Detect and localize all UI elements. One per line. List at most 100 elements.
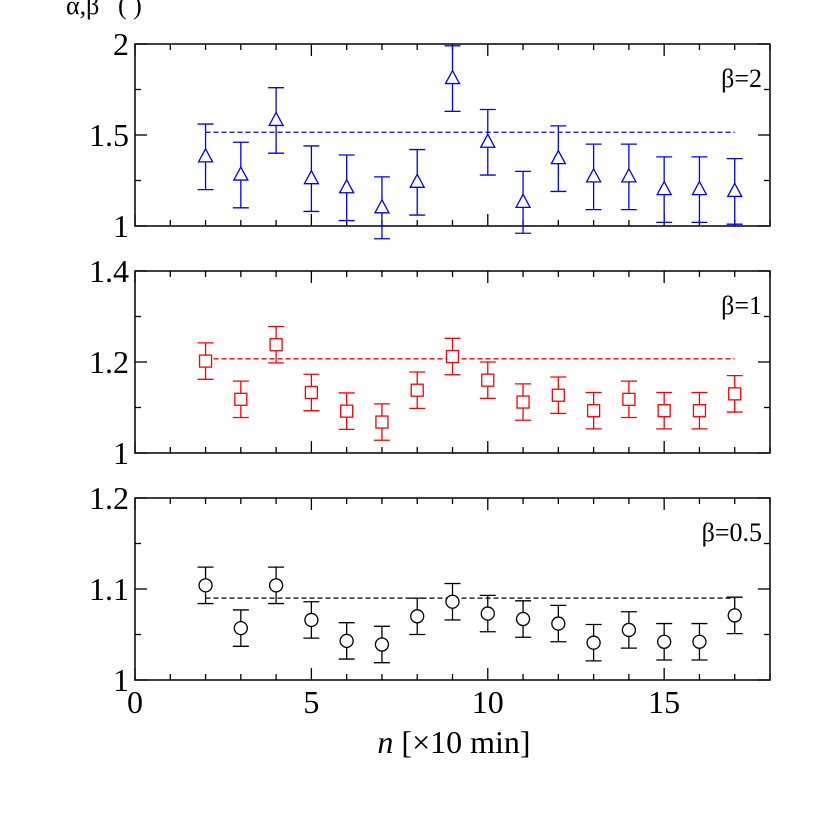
triangle-marker [373, 198, 391, 214]
x-tick-label: 15 [648, 684, 680, 720]
data-point [585, 143, 602, 211]
circle-marker [198, 578, 213, 593]
y-tick-label: 1.1 [89, 571, 129, 607]
y-tick-label: 1 [113, 208, 129, 244]
data-point [268, 87, 285, 154]
square-marker [516, 395, 530, 409]
data-point [303, 601, 320, 639]
square-marker [375, 415, 389, 429]
triangle-marker [444, 69, 461, 85]
data-point [515, 600, 532, 638]
square-marker [657, 404, 671, 418]
data-point [303, 373, 320, 412]
circle-marker [410, 609, 425, 624]
data-point [268, 325, 285, 364]
square-marker [551, 388, 565, 402]
data-point [409, 597, 426, 636]
data-point [620, 143, 637, 211]
triangle-marker [232, 165, 249, 181]
square-marker [445, 349, 460, 364]
square-marker [234, 392, 248, 406]
square-marker [340, 404, 354, 418]
panel-beta-0-5: 1 1.1 1.2 β=0.5 [89, 480, 771, 698]
data-point [726, 374, 743, 413]
data-point [620, 611, 637, 649]
y-tick-label: 1.4 [89, 253, 129, 289]
triangle-marker [550, 149, 567, 165]
triangle-marker [726, 182, 743, 198]
panel-beta-1: 1 1.2 1.4 β=1 [89, 253, 771, 471]
data-point [514, 170, 532, 234]
data-point [515, 383, 532, 421]
square-marker [481, 373, 495, 387]
data-point [197, 123, 214, 191]
data-point [232, 380, 249, 419]
panels: 1 1.5 2 β=2 1 1.2 1.4 β=1 1 1.1 1.2 β=0.5 [89, 26, 771, 698]
circle-marker [233, 620, 248, 636]
data-point [691, 622, 708, 661]
square-marker [728, 387, 742, 401]
circle-marker [374, 637, 390, 652]
triangle-marker [479, 132, 496, 148]
data-point [303, 145, 320, 213]
square-marker [692, 404, 707, 418]
data-point [197, 566, 214, 605]
x-tick-label: 5 [303, 684, 319, 720]
data-point [409, 148, 426, 216]
data-point [656, 156, 673, 224]
y-tick-label: 1.2 [89, 344, 129, 380]
data-point [550, 125, 567, 193]
triangle-marker [303, 169, 320, 185]
data-point [444, 45, 461, 112]
triangle-marker [620, 167, 637, 183]
data-point [338, 622, 355, 660]
triangle-marker [691, 180, 708, 196]
panel-label: β=1 [721, 291, 762, 320]
data-point [444, 582, 461, 621]
triangle-marker [585, 167, 602, 183]
data-point [232, 141, 249, 209]
data-point [268, 566, 285, 605]
circle-marker [445, 594, 460, 609]
data-point [726, 596, 743, 635]
triangle-marker [338, 178, 355, 194]
triangle-marker [514, 192, 532, 208]
y-tick-label: 1.2 [89, 480, 129, 516]
circle-marker [692, 634, 707, 649]
square-marker [586, 404, 601, 418]
circle-marker [268, 578, 284, 593]
data-point [691, 156, 708, 224]
data-point [373, 625, 390, 664]
y-tick-label: 2 [113, 26, 129, 62]
data-point [726, 158, 743, 225]
triangle-marker [268, 111, 285, 127]
y-axis-label: α,β [66, 0, 99, 20]
data-point [479, 594, 496, 633]
square-marker [304, 385, 319, 400]
data-point [338, 392, 355, 430]
data-point [409, 371, 426, 410]
y-tick-label: 1.5 [89, 117, 129, 153]
data-point [585, 391, 602, 430]
x-axis-label: n [×10 min] [377, 724, 530, 760]
square-marker [269, 338, 283, 352]
data-point [550, 376, 567, 415]
y-tick-label: 1 [113, 435, 129, 471]
data-point [479, 108, 496, 176]
data-point [232, 609, 249, 647]
data-point [373, 176, 391, 240]
circle-marker [621, 622, 637, 638]
square-marker [622, 392, 636, 406]
circle-marker [727, 608, 742, 623]
x-tick-label: 0 [127, 684, 143, 720]
x-tick-label: 10 [472, 684, 504, 720]
triangle-marker [656, 180, 673, 196]
circle-marker [480, 606, 495, 621]
data-point [197, 342, 214, 380]
data-point [691, 391, 708, 430]
data-point [550, 604, 567, 643]
data-point [656, 391, 673, 430]
data-point [373, 403, 390, 441]
data-point [656, 622, 673, 661]
